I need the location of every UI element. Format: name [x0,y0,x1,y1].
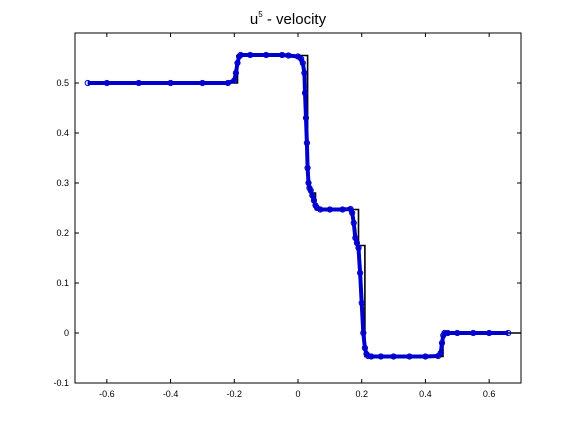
data-point [441,329,448,337]
data-point [278,51,286,59]
data-point [135,79,142,87]
x-tick-label: 0.4 [419,389,432,399]
data-point [263,51,270,59]
chart-title: u5 - velocity [250,10,327,28]
chart-title-superscript: 5 [258,10,263,19]
data-point [247,51,254,59]
y-axis: -0.1 0 0.1 0.2 0.3 0.4 0.5 [53,78,521,388]
numerical-solution-band [87,53,509,359]
y-tick-label: 0.2 [56,228,69,238]
data-point [326,206,333,213]
data-point [368,353,375,360]
data-point [298,55,305,63]
data-point [422,353,429,360]
data-point [364,352,372,360]
data-point [314,204,321,212]
data-point [302,114,310,122]
data-point [237,51,244,59]
data-point [437,349,444,357]
data-point [339,206,346,213]
data-point [454,329,461,337]
y-tick-label: -0.1 [53,378,69,388]
x-tick-label: 0 [295,389,300,399]
data-point [285,52,292,59]
data-point [299,59,306,67]
data-point [234,59,241,67]
data-point [438,339,446,347]
data-point [199,79,206,87]
data-point [304,164,311,172]
data-point [444,329,451,337]
plot-area [74,32,522,384]
data-point [349,209,356,217]
x-tick-label: -0.6 [99,389,115,399]
data-point [355,244,362,252]
y-tick-label: 0.5 [56,78,69,88]
y-tick-label: 0.4 [56,128,69,138]
y-tick-label: 0.1 [56,278,69,288]
data-point [167,79,174,87]
chart-title-main: u [250,11,258,28]
data-point [390,353,397,360]
x-tick-label: -0.4 [163,389,179,399]
data-point [232,69,239,77]
data-point [84,79,91,87]
data-point [235,53,243,60]
data-point [301,89,309,97]
data-point [377,353,384,360]
data-point [301,69,308,77]
data-point [103,79,110,87]
data-point [486,329,493,337]
data-point [360,329,367,337]
data-point [231,77,238,84]
data-point [357,269,364,277]
data-point [361,344,368,352]
data-point [347,205,354,213]
x-tick-label: 0.2 [355,389,368,399]
x-tick-label: -0.2 [227,389,243,399]
y-tick-label: 0 [64,328,69,338]
data-point [350,219,357,227]
data-point [470,329,477,337]
series-layer [84,51,521,360]
data-point [358,299,365,307]
x-axis: -0.6 -0.4 -0.2 0 0.2 0.4 0.6 [99,33,495,399]
data-point [224,79,232,87]
data-point [303,139,311,147]
data-point [505,329,512,337]
chart-title-suffix: - velocity [263,11,327,28]
data-point [406,353,413,360]
x-tick-label: 0.6 [483,389,496,399]
data-point [317,206,324,213]
y-tick-label: 0.3 [56,178,69,188]
